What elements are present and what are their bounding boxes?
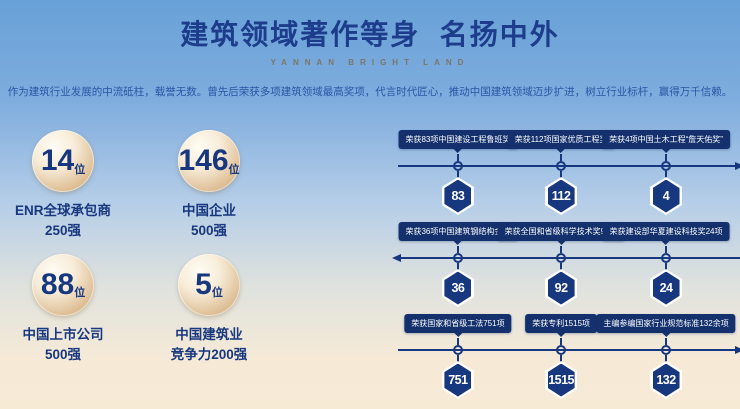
stat-value: 5 <box>195 267 212 301</box>
award-label: 荣获国家和省级工法751项 <box>404 314 512 333</box>
stat-value: 146 <box>178 144 229 177</box>
stat-label: ENR全球承包商 250强 <box>14 203 111 239</box>
award-count: 92 <box>547 271 575 305</box>
stat-circle: 88 位 <box>32 253 94 316</box>
connector-line <box>560 171 563 178</box>
node-ring-icon <box>556 161 567 171</box>
hexagon-badge: 92 <box>545 269 578 307</box>
award-count: 751 <box>444 363 472 397</box>
connector-line <box>665 171 668 178</box>
award-label: 荣获83项中国建设工程鲁班奖 <box>398 130 518 149</box>
award-count: 132 <box>652 363 680 397</box>
stat-circle: 146 位 <box>178 130 240 192</box>
page-header: 建筑领域著作等身 名扬中外 YANNAN BRIGHT LAND <box>0 13 740 67</box>
hexagon-badge: 4 <box>650 177 683 215</box>
node-ring-icon <box>661 253 672 263</box>
timeline-row-2: 荣获36项中国建筑钢结构金奖 36 荣获全国和省级科学技术奖92项 92 荣获建… <box>392 220 740 312</box>
award-label: 主编参编国家行业规范标准132余项 <box>596 314 736 333</box>
award-label: 荣获建设部华夏建设科技奖24项 <box>602 222 730 241</box>
connector-line <box>665 246 668 253</box>
stat-circle: 5 位 <box>178 253 240 316</box>
award-count: 36 <box>444 271 472 305</box>
node-ring-icon <box>556 253 567 263</box>
stat-circle: 14 位 <box>32 130 94 192</box>
award-label: 荣获全国和省级科学技术奖92项 <box>497 222 625 241</box>
connector-line <box>665 154 668 161</box>
timeline-row-3: 荣获国家和省级工法751项 751 荣获专利1515项 1515 主编参编国家行… <box>396 312 740 404</box>
connector-line <box>456 154 459 161</box>
stat-label: 中国上市公司 500强 <box>22 326 104 362</box>
connector-line <box>456 263 459 270</box>
stat-china-listed-company: 88 位 中国上市公司 500强 <box>0 253 133 366</box>
node-ring-icon <box>661 161 672 171</box>
connector-line <box>560 355 563 362</box>
timeline-arrow-right <box>398 161 740 170</box>
timeline-row-1: 荣获83项中国建设工程鲁班奖 83 荣获112项国家优质工程奖 112 荣获4项… <box>396 128 740 220</box>
intro-paragraph: 作为建筑行业发展的中流砥柱，载誉无数。曾先后荣获多项建筑领域最高奖项，代言时代匠… <box>7 86 733 98</box>
stat-label: 中国建筑业 竞争力200强 <box>170 326 248 362</box>
connector-line <box>560 338 563 345</box>
connector-line <box>560 246 563 253</box>
award-label: 荣获36项中国建筑钢结构金奖 <box>398 222 518 241</box>
hexagon-badge: 83 <box>441 177 474 215</box>
connector-line <box>456 338 459 345</box>
stat-enr-global-contractor: 14 位 ENR全球承包商 250强 <box>0 130 133 242</box>
stat-unit: 位 <box>228 163 240 176</box>
award-count: 1515 <box>547 363 575 397</box>
node-ring-icon <box>661 345 672 355</box>
hexagon-badge: 36 <box>441 269 474 307</box>
award-count: 4 <box>652 179 680 213</box>
connector-line <box>456 171 459 178</box>
hexagon-badge: 24 <box>650 269 683 307</box>
node-ring-icon <box>556 345 567 355</box>
stat-label: 中国企业 500强 <box>182 203 236 239</box>
stat-unit: 位 <box>74 163 86 176</box>
timeline-arrow-right <box>398 345 740 354</box>
connector-line <box>665 263 668 270</box>
connector-line <box>456 246 459 253</box>
hexagon-badge: 132 <box>650 361 683 399</box>
stat-unit: 位 <box>74 287 86 299</box>
award-label: 荣获112项国家优质工程奖 <box>507 130 615 149</box>
node-ring-icon <box>452 253 463 263</box>
connector-line <box>560 263 563 270</box>
connector-line <box>665 338 668 345</box>
page-title: 建筑领域著作等身 名扬中外 <box>180 19 560 50</box>
award-count: 112 <box>547 179 575 213</box>
node-ring-icon <box>452 161 463 171</box>
award-label: 荣获专利1515项 <box>525 314 598 333</box>
timeline-arrow-left <box>392 253 740 262</box>
award-label: 荣获4项中国土木工程“詹天佑奖” <box>602 130 730 149</box>
awards-timeline: 荣获83项中国建设工程鲁班奖 83 荣获112项国家优质工程奖 112 荣获4项… <box>392 128 740 406</box>
stat-china-enterprise: 146 位 中国企业 500强 <box>139 130 279 242</box>
connector-line <box>665 355 668 362</box>
hexagon-badge: 1515 <box>545 361 578 399</box>
stat-value: 88 <box>40 267 75 301</box>
award-count: 83 <box>444 179 472 213</box>
connector-line <box>456 355 459 362</box>
stat-value: 14 <box>40 144 75 177</box>
hexagon-badge: 112 <box>545 177 578 215</box>
stat-unit: 位 <box>211 287 223 299</box>
connector-line <box>560 154 563 161</box>
page-subtitle: YANNAN BRIGHT LAND <box>270 58 470 67</box>
hexagon-badge: 751 <box>441 361 474 399</box>
award-count: 24 <box>652 271 680 305</box>
node-ring-icon <box>452 345 463 355</box>
stat-china-construction-competitiveness: 5 位 中国建筑业 竞争力200强 <box>139 253 279 366</box>
stats-grid: 14 位 ENR全球承包商 250强 146 位 中国企业 500强 88 位 … <box>0 130 282 365</box>
